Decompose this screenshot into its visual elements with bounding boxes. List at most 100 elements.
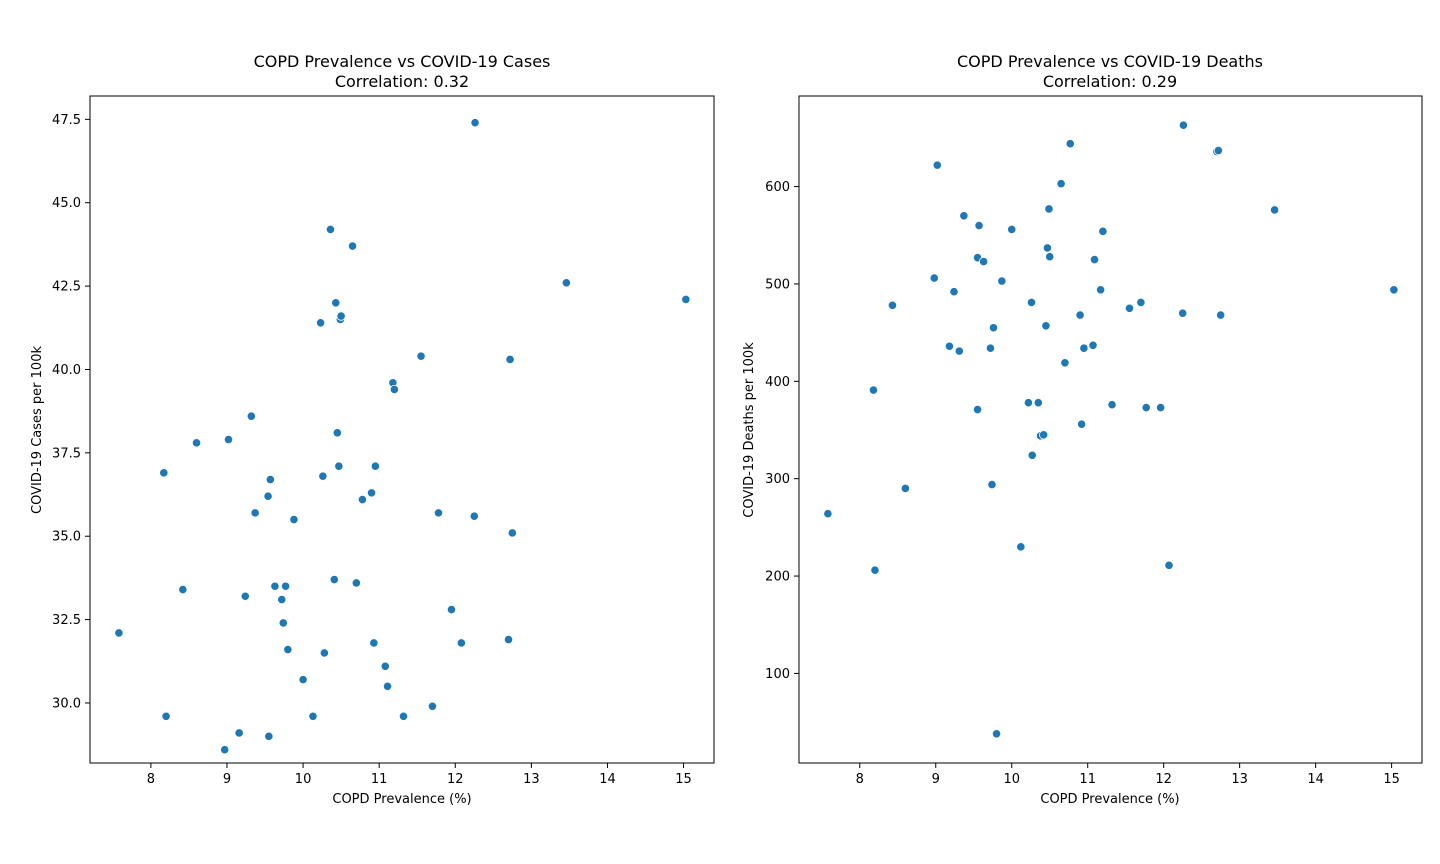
- cases-x-tick-label: 9: [223, 772, 231, 787]
- deaths-data-point: [985, 343, 996, 353]
- deaths-data-point: [1088, 340, 1098, 350]
- deaths-data-point: [870, 565, 880, 575]
- deaths-y-tick-label: 200: [765, 570, 790, 585]
- cases-data-point: [347, 241, 358, 251]
- deaths-data-point: [987, 479, 997, 490]
- cases-data-point: [315, 318, 326, 328]
- deaths-data-point: [1056, 179, 1066, 189]
- deaths-data-point: [900, 483, 910, 494]
- deaths-data-point: [1041, 321, 1051, 331]
- deaths-data-point: [1124, 303, 1135, 313]
- panel-deaths: COPD Prevalence vs COVID-19 Deaths Corre…: [742, 52, 1423, 807]
- cases-x-axis-label: COPD Prevalence (%): [332, 792, 471, 807]
- cases-data-points: [114, 118, 691, 755]
- cases-data-point: [433, 508, 444, 518]
- cases-data-point: [161, 711, 171, 721]
- deaths-data-point: [1216, 310, 1226, 320]
- cases-y-tick-label: 37.5: [52, 446, 81, 461]
- deaths-data-point: [959, 211, 969, 221]
- deaths-y-tick-label: 100: [765, 667, 790, 682]
- cases-data-point: [223, 434, 234, 445]
- deaths-x-tick-label: 9: [932, 772, 940, 787]
- deaths-data-point: [974, 220, 984, 231]
- cases-data-point: [369, 638, 379, 648]
- cases-data-point: [270, 581, 280, 591]
- deaths-data-point: [997, 276, 1007, 286]
- cases-data-point: [240, 591, 250, 601]
- deaths-data-point: [1039, 430, 1049, 440]
- cases-data-point: [681, 294, 691, 305]
- cases-chart-subtitle: Correlation: 0.32: [335, 72, 469, 91]
- deaths-data-point: [1023, 398, 1034, 408]
- deaths-data-point: [1164, 560, 1174, 570]
- deaths-data-points: [823, 120, 1399, 739]
- deaths-x-axis-label: COPD Prevalence (%): [1040, 792, 1179, 807]
- deaths-data-point: [1075, 310, 1085, 320]
- cases-data-point: [265, 474, 275, 485]
- deaths-data-point: [1098, 226, 1108, 236]
- cases-data-point: [382, 681, 393, 691]
- deaths-data-point: [1178, 308, 1188, 318]
- cases-x-tick-label: 14: [599, 772, 616, 787]
- cases-data-point: [561, 278, 571, 288]
- cases-data-point: [250, 508, 260, 518]
- cases-data-point: [357, 494, 368, 505]
- cases-chart-title: COPD Prevalence vs COVID-19 Cases: [254, 52, 551, 71]
- cases-data-point: [263, 491, 273, 501]
- cases-y-tick-label: 30.0: [52, 696, 81, 711]
- cases-data-point: [234, 728, 244, 738]
- cases-data-point: [336, 311, 346, 321]
- deaths-data-point: [954, 346, 964, 356]
- cases-y-axis-label: COVID-19 Cases per 100k: [30, 346, 45, 514]
- cases-data-point: [470, 118, 480, 128]
- deaths-data-point: [991, 729, 1002, 739]
- deaths-x-tick-label: 15: [1383, 772, 1400, 787]
- deaths-data-point: [979, 256, 989, 267]
- cases-data-point: [246, 411, 256, 421]
- cases-data-point: [469, 511, 479, 521]
- deaths-data-point: [823, 509, 833, 519]
- cases-data-point: [331, 298, 341, 308]
- deaths-data-point: [1042, 243, 1053, 253]
- cases-data-point: [503, 635, 514, 645]
- deaths-data-point: [1027, 450, 1037, 460]
- cases-x-tick-label: 10: [295, 772, 312, 787]
- cases-data-point: [366, 488, 377, 498]
- cases-data-point: [318, 471, 328, 481]
- deaths-data-point: [944, 341, 955, 351]
- deaths-plot-area: [798, 95, 1423, 764]
- deaths-data-point: [1141, 402, 1151, 413]
- deaths-data-point: [949, 287, 959, 297]
- deaths-data-point: [1213, 145, 1223, 156]
- cases-data-point: [456, 638, 466, 648]
- deaths-y-ticks: 100 200 300 400 500 600: [765, 180, 799, 682]
- deaths-x-tick-label: 14: [1307, 772, 1324, 787]
- deaths-data-point: [1026, 297, 1037, 308]
- cases-data-point: [334, 461, 344, 471]
- deaths-data-point: [1096, 285, 1106, 295]
- deaths-data-point: [1016, 542, 1026, 552]
- deaths-data-point: [1007, 224, 1017, 234]
- cases-data-point: [380, 661, 390, 671]
- cases-y-tick-label: 32.5: [52, 613, 81, 628]
- cases-data-point: [264, 731, 274, 741]
- deaths-y-axis-label: COVID-19 Deaths per 100k: [742, 342, 757, 518]
- deaths-data-point: [1089, 254, 1100, 265]
- cases-data-point: [277, 594, 287, 605]
- cases-data-point: [332, 428, 342, 438]
- cases-data-point: [325, 224, 336, 234]
- deaths-data-point: [1107, 400, 1117, 410]
- cases-data-point: [280, 581, 291, 591]
- cases-y-ticks: 30.0 32.5 35.0 37.5 40.0 42.5 45.0 47.5: [52, 113, 90, 711]
- cases-data-point: [507, 528, 517, 538]
- deaths-x-tick-label: 12: [1155, 772, 1172, 787]
- deaths-data-point: [1156, 402, 1166, 413]
- deaths-data-point: [887, 300, 898, 310]
- cases-data-point: [220, 745, 230, 755]
- deaths-y-tick-label: 300: [765, 472, 790, 487]
- cases-data-point: [446, 604, 457, 615]
- cases-x-ticks: 8 9 10 11 12 13 14 15: [147, 763, 692, 787]
- deaths-data-point: [1178, 120, 1189, 130]
- deaths-y-tick-label: 500: [765, 277, 790, 292]
- cases-data-point: [398, 711, 409, 721]
